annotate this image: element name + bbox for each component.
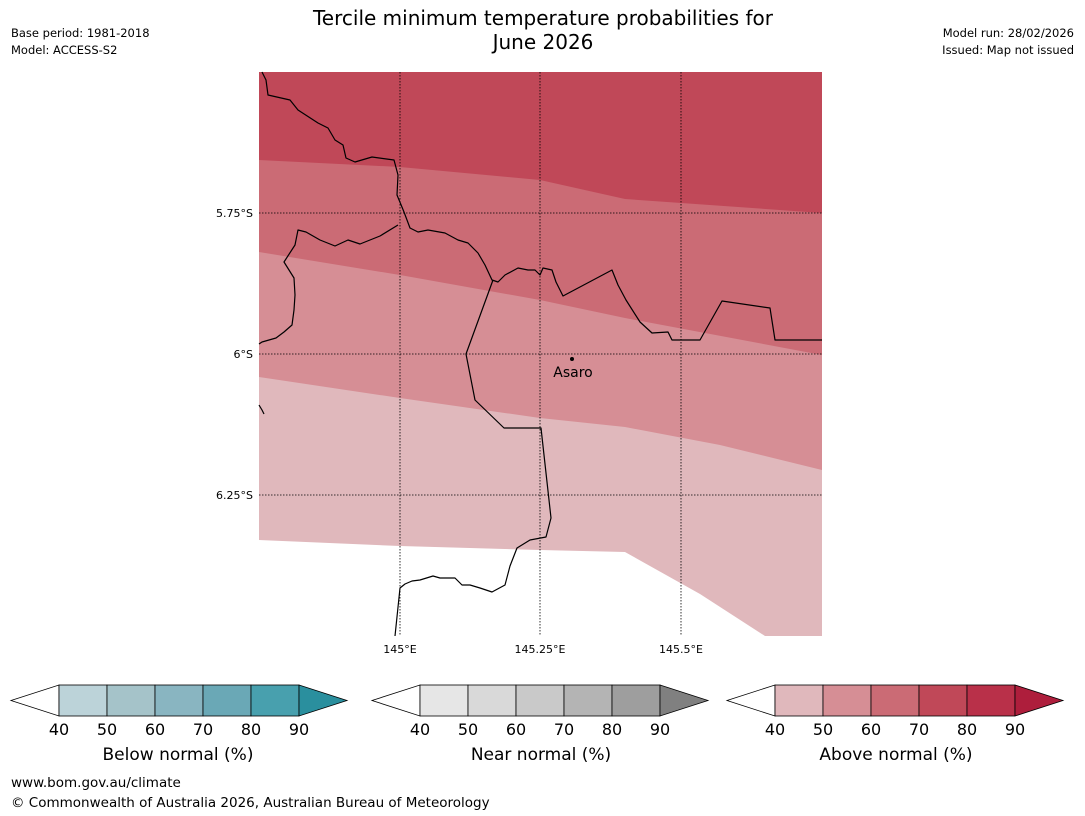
legend-below-tick: 70 xyxy=(193,720,213,739)
boundary-north xyxy=(261,71,822,341)
legend-above-extend-max xyxy=(1014,684,1065,717)
legend-below-swatch xyxy=(58,684,108,717)
legend-near-swatch xyxy=(419,684,469,717)
boundary-central xyxy=(394,279,552,637)
legend-above-normal: 40 50 60 70 80 90 xyxy=(725,684,1065,739)
legend-near-tick: 50 xyxy=(458,720,478,739)
legend-above-swatch xyxy=(774,684,824,717)
legend-near-normal: 40 50 60 70 80 90 xyxy=(370,684,710,739)
legend-above-title: Above normal (%) xyxy=(819,745,973,765)
legend-below-swatch xyxy=(106,684,156,717)
asaro-label: Asaro xyxy=(553,365,592,381)
boundary-tick xyxy=(258,404,265,415)
legend-near-title: Near normal (%) xyxy=(470,745,612,765)
lon-label-145: 145°E xyxy=(383,643,416,656)
legend-below-tick: 50 xyxy=(97,720,117,739)
boundary-west xyxy=(258,224,399,345)
longitude-labels: 145°E 145.25°E 145.5°E xyxy=(383,643,703,656)
lat-label-5-75: 5.75°S xyxy=(216,207,253,220)
lon-label-145-25: 145.25°E xyxy=(515,643,566,656)
legend-above-tick: 40 xyxy=(765,720,785,739)
province-boundaries xyxy=(258,71,822,637)
probability-field xyxy=(259,72,822,640)
legend-above-tick: 80 xyxy=(957,720,977,739)
legend-near-tick: 40 xyxy=(410,720,430,739)
place-asaro: Asaro xyxy=(553,357,593,381)
legend-below-normal: 40 50 60 70 80 90 xyxy=(9,684,349,739)
model-run: Model run: 28/02/2026 xyxy=(942,26,1074,40)
legend-above-swatch xyxy=(822,684,872,717)
legend-near-extend-min xyxy=(370,684,421,717)
legend-near-tick: 90 xyxy=(650,720,670,739)
metadata-left: Base period: 1981-2018 Model: ACCESS-S2 xyxy=(11,25,150,59)
legend-above-tick: 70 xyxy=(909,720,929,739)
legend-below-tick: 40 xyxy=(49,720,69,739)
legend-near-swatch xyxy=(563,684,613,717)
legend-below-extend-max xyxy=(298,684,349,717)
footer-url[interactable]: www.bom.gov.au/climate xyxy=(11,775,181,791)
asaro-marker xyxy=(570,357,574,361)
legend-above-tick: 60 xyxy=(861,720,881,739)
legend-below-swatch xyxy=(154,684,204,717)
title-line-2: June 2026 xyxy=(492,30,594,54)
base-period: Base period: 1981-2018 xyxy=(11,26,150,40)
legend-near-extend-max xyxy=(659,684,710,717)
legend-above-tick: 90 xyxy=(1005,720,1025,739)
legend-below-tick: 80 xyxy=(241,720,261,739)
legend-above-extend-min xyxy=(725,684,776,717)
legend-below-swatch xyxy=(202,684,252,717)
legend-above-tick: 50 xyxy=(813,720,833,739)
legend-above-swatch xyxy=(870,684,920,717)
legend-near-tick: 70 xyxy=(554,720,574,739)
lat-label-6: 6°S xyxy=(234,348,253,361)
lon-label-145-5: 145.5°E xyxy=(659,643,703,656)
issued-status: Issued: Map not issued xyxy=(942,43,1074,57)
graticule xyxy=(259,72,822,636)
legend-below-extend-min xyxy=(9,684,60,717)
footer-copyright: © Commonwealth of Australia 2026, Austra… xyxy=(11,795,490,811)
legend-near-swatch xyxy=(515,684,565,717)
legend-below-tick: 90 xyxy=(289,720,309,739)
metadata-right: Model run: 28/02/2026 Issued: Map not is… xyxy=(942,25,1074,59)
model-name: Model: ACCESS-S2 xyxy=(11,43,118,57)
lat-label-6-25: 6.25°S xyxy=(216,489,253,502)
unshaded-area-bottom xyxy=(259,636,822,640)
legend-below-title: Below normal (%) xyxy=(102,745,254,765)
legend-below-tick: 60 xyxy=(145,720,165,739)
legend-near-swatch xyxy=(611,684,661,717)
legend-near-swatch xyxy=(467,684,517,717)
legend-near-tick: 60 xyxy=(506,720,526,739)
title-line-1: Tercile minimum temperature probabilitie… xyxy=(312,6,774,30)
unshaded-area xyxy=(259,540,765,636)
legend-near-tick: 80 xyxy=(602,720,622,739)
legend-below-swatch xyxy=(250,684,300,717)
legend-above-swatch xyxy=(966,684,1016,717)
legend-above-swatch xyxy=(918,684,968,717)
latitude-labels: 5.75°S 6°S 6.25°S xyxy=(216,207,253,502)
map-title: Tercile minimum temperature probabilitie… xyxy=(243,6,843,54)
